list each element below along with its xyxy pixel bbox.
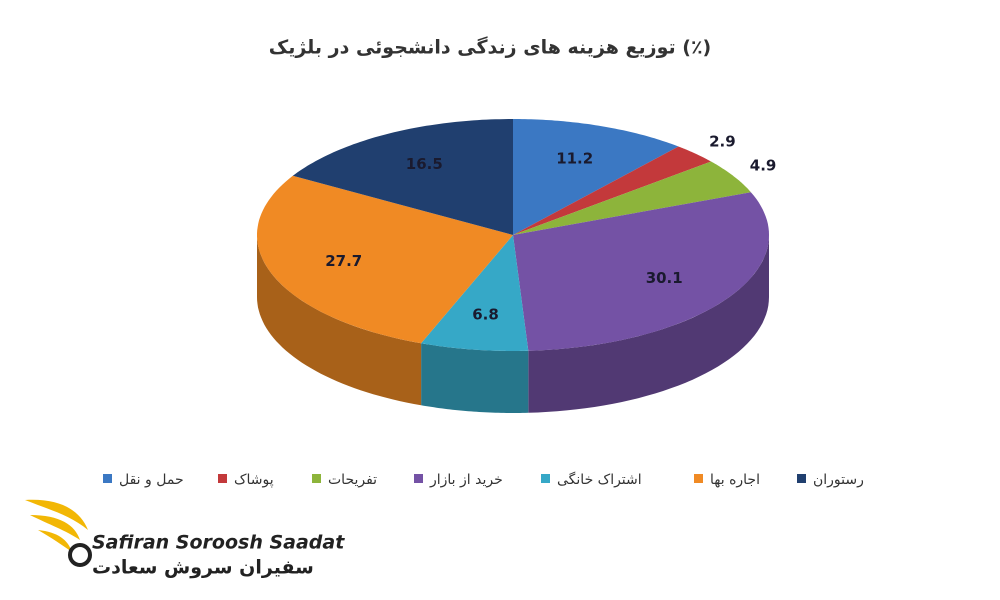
legend-label: رستوران xyxy=(813,472,864,488)
legend-label: اشتراک خانگی xyxy=(557,471,642,488)
pie-side xyxy=(528,235,769,413)
legend-label: حمل و نقل xyxy=(119,472,184,488)
legend-label: اجاره بها xyxy=(710,472,760,488)
legend-swatch xyxy=(103,474,112,483)
logo-wing xyxy=(25,499,88,552)
legend-swatch xyxy=(414,474,423,483)
pie-slice xyxy=(513,161,751,235)
pie: 11.2 2.9 4.9 30.1 6.8 27.7 16.5 xyxy=(257,119,776,413)
pie-side xyxy=(421,343,529,413)
pie-slice xyxy=(257,175,513,344)
legend-swatch xyxy=(541,474,550,483)
legend-label: خرید از بازار xyxy=(429,472,503,488)
data-label: 4.9 xyxy=(750,157,777,175)
legend-swatch xyxy=(797,474,806,483)
data-label: 27.7 xyxy=(325,252,362,270)
data-label: 16.5 xyxy=(406,155,443,173)
data-label: 6.8 xyxy=(472,306,499,324)
pie-slice xyxy=(421,235,529,351)
logo-mark xyxy=(68,543,92,567)
logo: Safiran Soroosh Saadat سفیران سروش سعادت xyxy=(25,499,345,579)
legend-swatch xyxy=(218,474,227,483)
pie-slice xyxy=(292,119,513,235)
pie-slice xyxy=(513,192,769,351)
pie-slice xyxy=(513,146,712,235)
pie-slice xyxy=(513,119,679,235)
chart-title: توزیع هزینه های زندگی دانشجوئی در بلژیک … xyxy=(269,36,712,59)
legend: حمل و نقل پوشاک تفریحات خرید از بازار اشتراک… xyxy=(103,471,864,488)
legend-label: پوشاک xyxy=(234,472,274,488)
data-label: 11.2 xyxy=(556,149,593,167)
legend-swatch xyxy=(694,474,703,483)
legend-swatch xyxy=(312,474,321,483)
logo-name-fa: سفیران سروش سعادت xyxy=(92,557,314,579)
legend-label: تفریحات xyxy=(328,472,377,488)
data-label: 2.9 xyxy=(709,132,736,150)
data-label: 30.1 xyxy=(646,269,683,287)
logo-name-en: Safiran Soroosh Saadat xyxy=(92,532,345,554)
